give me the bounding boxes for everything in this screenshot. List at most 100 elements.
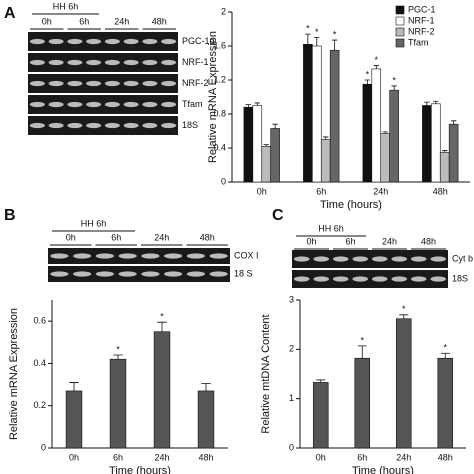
bar [395,318,412,449]
error-bar [157,321,167,332]
gel-row-label: 18S [452,273,468,283]
bar [431,103,441,183]
significance-mark: * [375,55,379,65]
error-bar [263,144,269,147]
panel-label: B [4,207,16,224]
legend-label: NRF-2 [408,26,435,36]
legend-swatch [395,27,405,37]
bar [312,382,329,449]
x-axis-label: Time (hours) [320,199,382,211]
gel-band [86,101,102,108]
bar [252,105,263,183]
gel-band [209,253,228,259]
x-tick-label: 48h [433,186,448,196]
gel-band [142,80,158,87]
error-bar [201,383,211,391]
significance-mark: * [315,27,319,37]
gel-band [141,253,160,259]
error-bar [391,85,397,91]
x-tick-label: 48h [198,452,213,462]
significance-mark: * [402,304,406,314]
error-bar [450,120,457,125]
x-axis-label: Time (hours) [109,465,171,474]
gel-band [50,253,69,259]
gel-band [67,38,83,45]
y-tick-label: 1 [289,393,294,403]
error-bar [314,37,320,46]
bar [153,331,171,449]
bar [437,357,454,449]
gel-strip [28,53,178,72]
gel-band [29,59,45,66]
gel-lane-label: 6h [345,236,355,246]
gel-band [141,271,160,277]
bar [448,123,459,183]
y-tick-label: 1.2 [213,74,226,84]
error-bar [272,123,278,129]
gel-band [123,101,139,108]
legend-label: Tfam [408,37,429,47]
significance-mark: * [360,335,364,345]
y-tick-label: 0 [289,442,294,452]
y-tick-label: 1.6 [213,40,226,50]
significance-mark: * [333,29,337,39]
bar [243,106,254,183]
y-tick-label: 0.2 [33,400,46,410]
significance-mark: * [366,69,370,79]
y-tick-label: 0.8 [213,108,226,118]
panel-label: A [4,5,16,22]
gel-strip [292,250,448,268]
gel-band [352,276,369,282]
error-bar [433,100,439,104]
error-bar [357,345,367,359]
error-bar [442,150,448,153]
bar [380,133,390,183]
panel-label: C [272,207,284,224]
gel-band [352,256,369,262]
bar [362,83,373,183]
gel-band [67,80,83,87]
y-tick-label: 2 [289,344,294,354]
gel-band [48,101,64,108]
gel-band [161,80,177,87]
gel-band [164,271,183,277]
legend-label: NRF-1 [408,15,435,25]
gel-band [142,59,158,66]
gel-strip [28,116,178,135]
y-tick-label: 0 [221,176,226,186]
gel-band [123,59,139,66]
gel-lane-label: 24h [114,16,129,26]
gel-band [410,256,427,262]
gel-band [29,80,45,87]
error-bar [399,314,409,319]
gel-band [73,253,92,259]
y-tick-label: 3 [289,294,294,304]
gel-band [86,80,102,87]
legend-swatch [395,38,405,48]
bar [320,139,331,183]
gel-band [332,256,349,262]
error-bar [305,33,311,45]
gel-row-label: Tfam [182,99,203,109]
gel-band [161,38,177,45]
significance-mark: * [160,312,164,322]
gel-lane-label: 24h [382,236,397,246]
error-bar [440,352,450,359]
x-tick-label: 24h [373,186,388,196]
gel-header: HH 6h [81,218,107,228]
gel-band [48,38,64,45]
gel-band [123,80,139,87]
error-bar [382,131,388,134]
gel-row-label: 18 S [234,268,253,278]
gel-lane-label: 0h [306,236,316,246]
x-axis-label: Time (hours) [352,465,414,474]
gel-band [186,253,205,259]
gel-band [164,253,183,259]
gel-band [142,101,158,108]
gel-strip [28,32,178,51]
bar [439,151,450,183]
significance-mark: * [443,343,447,353]
x-tick-label: 48h [438,452,453,462]
significance-mark: * [392,75,396,85]
